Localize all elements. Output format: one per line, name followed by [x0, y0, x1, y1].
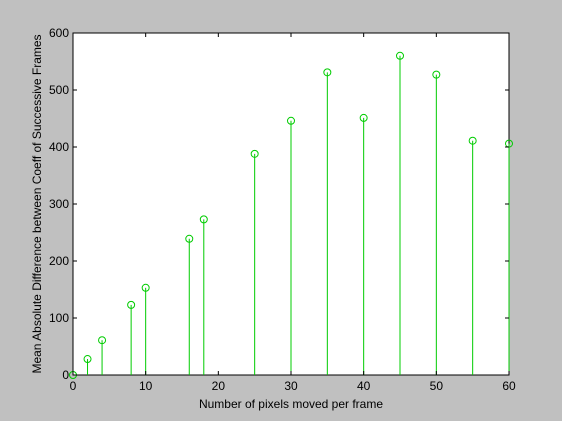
x-tick-label: 60 — [502, 379, 516, 393]
stem-marker — [98, 336, 107, 345]
stem-marker — [127, 300, 136, 309]
x-tick-label: 40 — [357, 379, 371, 393]
stem-marker — [359, 113, 368, 122]
stem-marker — [83, 355, 92, 364]
y-tick-label: 600 — [49, 26, 69, 40]
x-tick-label: 10 — [139, 379, 153, 393]
x-tick-label: 0 — [70, 379, 77, 393]
stem-marker — [468, 136, 477, 145]
x-tick-label: 50 — [430, 379, 444, 393]
y-tick-label: 300 — [49, 197, 69, 211]
y-tick-label: 400 — [49, 140, 69, 154]
stem-marker — [185, 234, 194, 243]
stem-marker — [141, 283, 150, 292]
stem-marker — [323, 68, 332, 77]
x-ticks: 0 10 20 30 40 50 60 — [70, 33, 516, 393]
x-tick-label: 30 — [284, 379, 298, 393]
y-axis-label: Mean Absolute Difference between Coeff o… — [30, 34, 44, 373]
y-tick-label: 200 — [49, 254, 69, 268]
stem-marker — [250, 149, 259, 158]
y-tick-label: 500 — [49, 83, 69, 97]
stem-marker — [199, 215, 208, 224]
x-axis-label: Number of pixels moved per frame — [199, 397, 383, 411]
y-tick-label: 100 — [49, 311, 69, 325]
y-tick-label: 0 — [62, 368, 69, 382]
stems — [69, 51, 513, 379]
stem-marker — [432, 70, 441, 79]
stem-marker — [287, 116, 295, 125]
stem-marker — [396, 51, 404, 60]
x-tick-label: 20 — [212, 379, 226, 393]
y-ticks: 0 100 200 300 400 500 600 — [49, 26, 509, 382]
